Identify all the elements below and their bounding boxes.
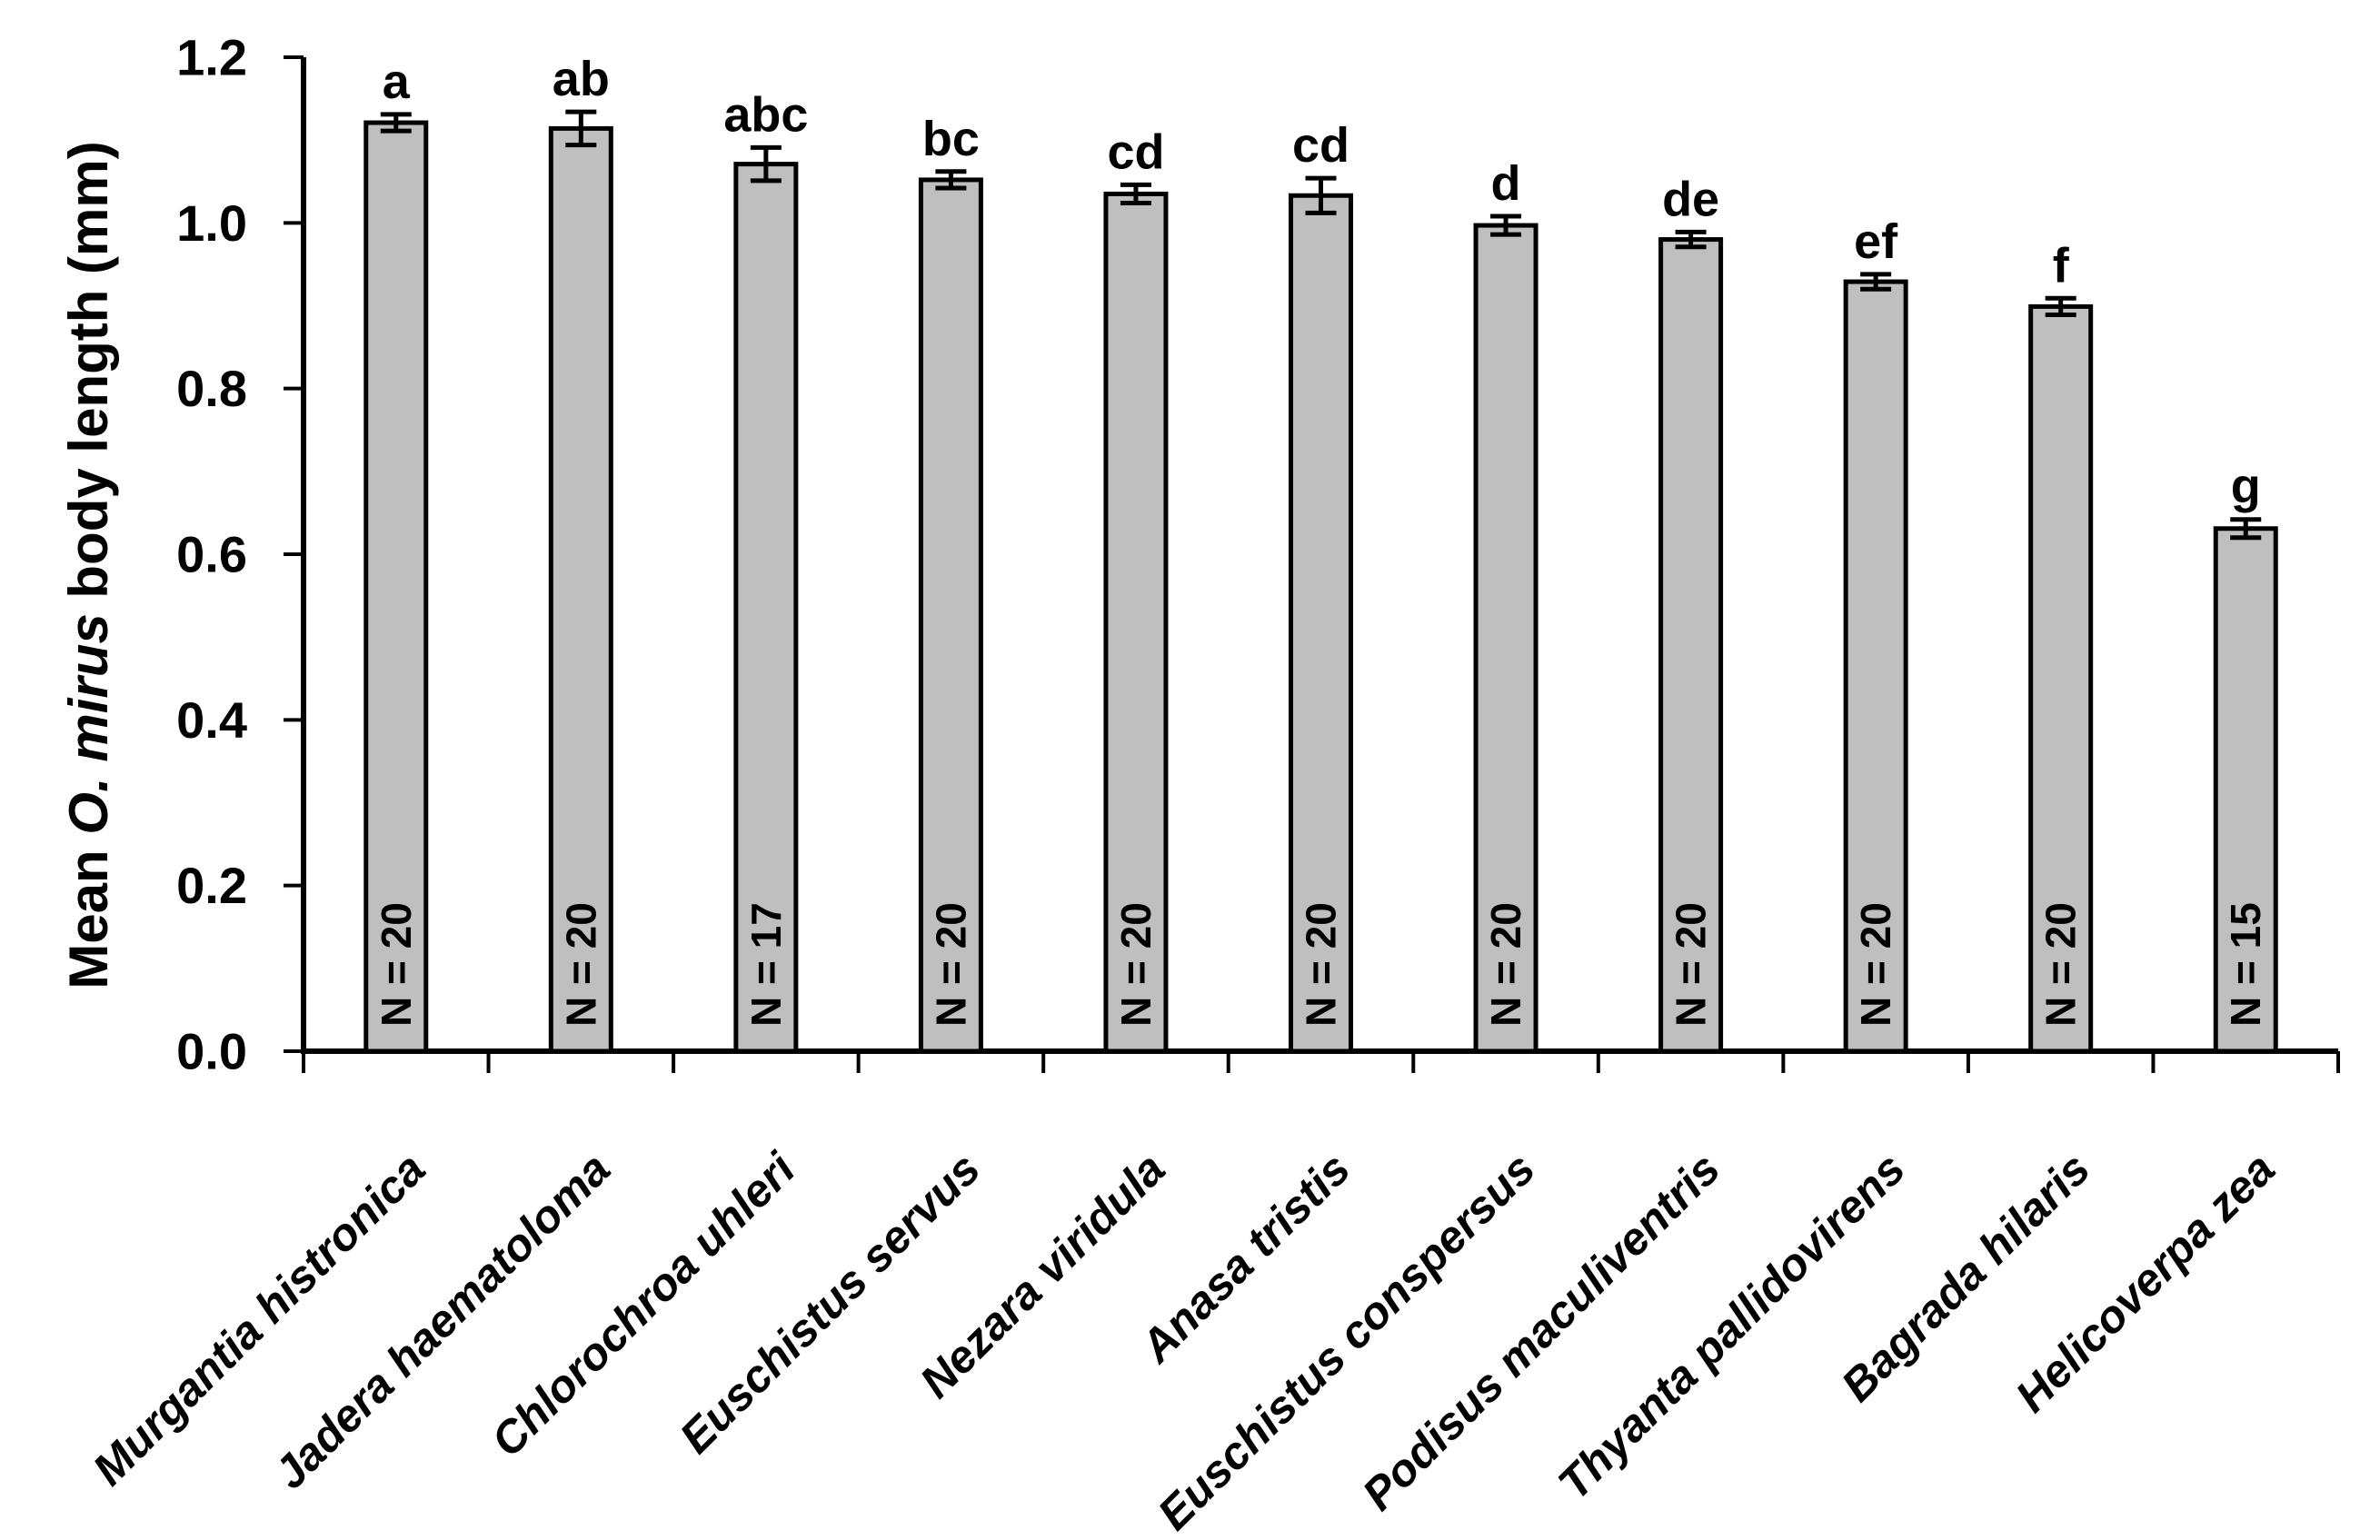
- significance-letter: g: [2231, 460, 2261, 514]
- y-tick-label: 0.4: [176, 691, 247, 749]
- bar: [1103, 191, 1169, 1054]
- significance-letter: de: [1662, 172, 1719, 226]
- y-tick-label: 0.8: [176, 360, 247, 417]
- y-axis-title-suffix: body length (mm): [58, 141, 119, 613]
- significance-letter: f: [2053, 238, 2070, 293]
- y-tick-label: 1.0: [176, 194, 247, 252]
- bar-group: a N = 20 Murgantia histronica: [83, 55, 434, 1495]
- sample-size-label: N = 20: [1482, 902, 1529, 1027]
- bar: [1473, 223, 1539, 1054]
- y-tick-label: 1.2: [176, 29, 247, 86]
- sample-size-label: N = 20: [557, 902, 604, 1027]
- sample-size-label: N = 20: [2037, 902, 2085, 1027]
- significance-letter: cd: [1292, 118, 1349, 173]
- y-tick-label: 0.2: [176, 857, 247, 914]
- bar: [1289, 193, 1353, 1054]
- sample-size-label: N = 20: [1668, 902, 1715, 1027]
- significance-letter: ab: [553, 52, 610, 106]
- sample-size-label: N = 20: [1852, 902, 1899, 1027]
- significance-letter: ef: [1854, 214, 1898, 269]
- bar: [733, 162, 799, 1054]
- significance-letter: d: [1491, 156, 1521, 211]
- y-axis-title: Mean O. mirus body length (mm): [58, 141, 119, 989]
- x-category-label: Murgantia histronica: [83, 1143, 434, 1495]
- significance-letter: abc: [723, 87, 808, 142]
- x-category-label: Thyanta pallidovirens: [1548, 1143, 1915, 1509]
- bar-group: ef N = 20 Thyanta pallidovirens: [1548, 214, 1915, 1509]
- x-category-label: Chlorochroa uhleri: [482, 1142, 806, 1466]
- sample-size-label: N = 20: [927, 902, 974, 1027]
- significance-letter: a: [383, 55, 411, 109]
- sample-size-label: N = 20: [1112, 902, 1160, 1027]
- x-category-label: Jadera haematoloma: [264, 1143, 620, 1498]
- significance-letter: cd: [1107, 124, 1164, 179]
- bar-group: de N = 20 Podisus maculiventris: [1352, 172, 1729, 1520]
- sample-size-label: N = 20: [1298, 902, 1345, 1027]
- x-category-label: Podisus maculiventris: [1352, 1143, 1729, 1520]
- x-category-label: Euschistus servus: [670, 1143, 990, 1463]
- bar: [2028, 303, 2094, 1054]
- y-axis-title-italic-species: O. mirus: [58, 613, 119, 834]
- sample-size-label: N = 15: [2222, 902, 2269, 1027]
- sample-size-label: N = 20: [373, 902, 420, 1027]
- significance-letter: bc: [922, 112, 980, 166]
- y-tick-label: 0.0: [176, 1023, 247, 1080]
- y-tick-label: 0.6: [176, 526, 247, 583]
- bar: [1658, 237, 1724, 1054]
- sample-size-label: N = 17: [742, 902, 790, 1027]
- bar: [548, 125, 613, 1054]
- y-axis-title-prefix: Mean: [58, 835, 119, 989]
- x-category-label: Euschistus conspersus: [1148, 1143, 1545, 1540]
